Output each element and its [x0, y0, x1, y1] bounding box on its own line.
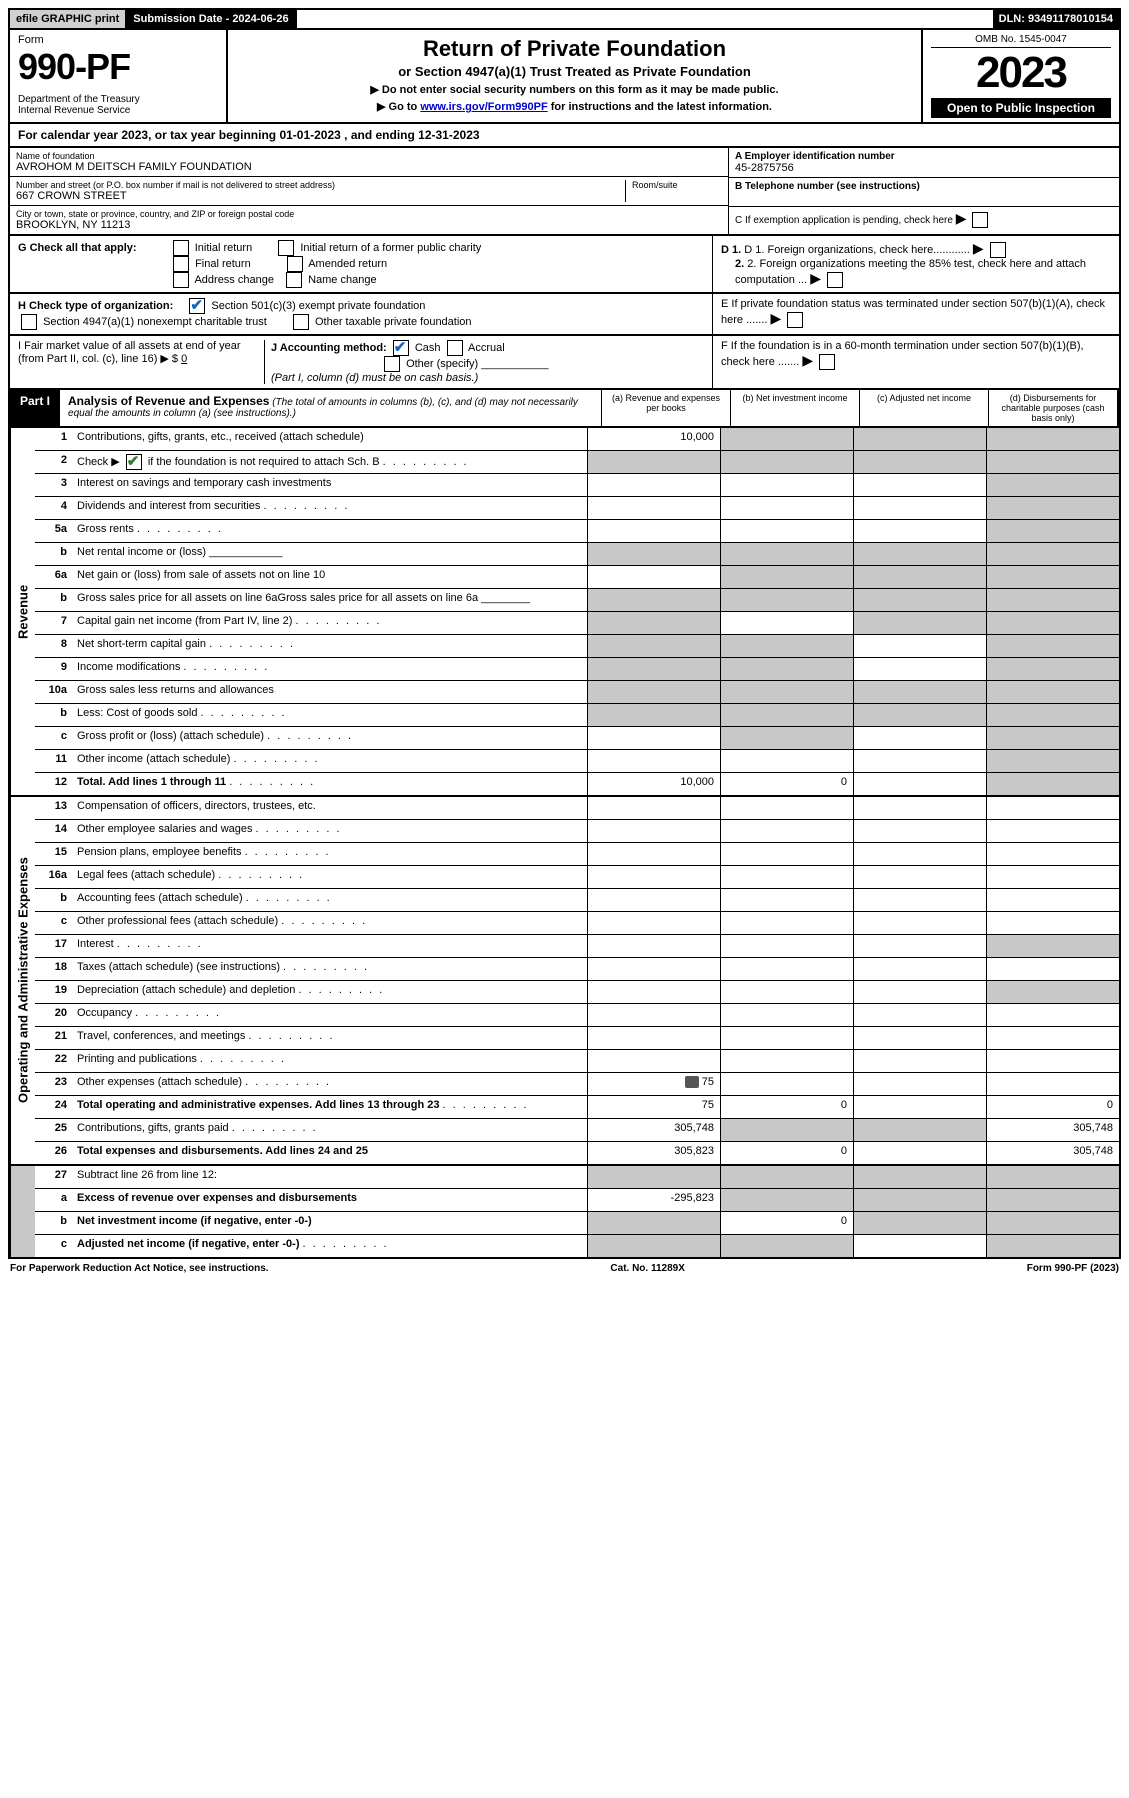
expenses-side-label: Operating and Administrative Expenses [10, 797, 35, 1164]
chk-address-change[interactable] [173, 272, 189, 288]
chk-initial-return[interactable] [173, 240, 189, 256]
chk-sch-b[interactable] [126, 454, 142, 470]
open-public-badge: Open to Public Inspection [931, 98, 1111, 118]
chk-d1[interactable] [990, 242, 1006, 258]
f-label: F If the foundation is in a 60-month ter… [721, 340, 1084, 368]
instr-2: ▶ Go to www.irs.gov/Form990PF for instru… [238, 100, 911, 113]
chk-final-return[interactable] [173, 256, 189, 272]
attachment-icon[interactable] [685, 1076, 699, 1088]
chk-initial-former[interactable] [278, 240, 294, 256]
d1-foreign-orgs: D 1. D 1. Foreign organizations, check h… [721, 240, 1111, 258]
j-note: (Part I, column (d) must be on cash basi… [271, 372, 478, 384]
h-label: H Check type of organization: [18, 300, 173, 312]
col-a-header: (a) Revenue and expenses per books [601, 390, 730, 426]
ein-label: A Employer identification number [735, 151, 895, 162]
efile-print-button[interactable]: efile GRAPHIC print [10, 10, 127, 28]
col-c-header: (c) Adjusted net income [859, 390, 988, 426]
form-title: Return of Private Foundation [238, 36, 911, 62]
i-label: I Fair market value of all assets at end… [18, 340, 241, 365]
chk-cash[interactable] [393, 340, 409, 356]
chk-other-taxable[interactable] [293, 314, 309, 330]
omb-number: OMB No. 1545-0047 [931, 34, 1111, 48]
part1-header: Part I Analysis of Revenue and Expenses … [8, 390, 1121, 428]
col-b-header: (b) Net investment income [730, 390, 859, 426]
dln: DLN: 93491178010154 [993, 10, 1119, 28]
chk-d2[interactable] [827, 272, 843, 288]
exemption-pending-label: C If exemption application is pending, c… [735, 215, 953, 226]
city-state-zip: BROOKLYN, NY 11213 [16, 219, 722, 231]
revenue-side-label: Revenue [10, 428, 35, 795]
submission-date: Submission Date - 2024-06-26 [127, 10, 296, 28]
form-number: 990-PF [18, 46, 218, 88]
foundation-name: AVROHOM M DEITSCH FAMILY FOUNDATION [16, 161, 722, 173]
form-subtitle: or Section 4947(a)(1) Trust Treated as P… [238, 64, 911, 79]
instr-1: ▶ Do not enter social security numbers o… [238, 83, 911, 96]
addr-label: Number and street (or P.O. box number if… [16, 180, 619, 190]
chk-e[interactable] [787, 312, 803, 328]
form-label: Form [18, 34, 218, 46]
phone-label: B Telephone number (see instructions) [735, 181, 920, 192]
paperwork-notice: For Paperwork Reduction Act Notice, see … [10, 1263, 269, 1274]
cat-no: Cat. No. 11289X [610, 1263, 684, 1274]
page-footer: For Paperwork Reduction Act Notice, see … [8, 1259, 1121, 1278]
g-label: G Check all that apply: [18, 242, 137, 254]
room-label: Room/suite [632, 180, 722, 190]
chk-amended[interactable] [287, 256, 303, 272]
section-g-d: G Check all that apply: Initial return I… [8, 236, 1121, 294]
dept-treasury: Department of the Treasury Internal Reve… [18, 94, 218, 116]
j-label: J Accounting method: [271, 342, 387, 354]
form-footer: Form 990-PF (2023) [1027, 1263, 1119, 1274]
chk-4947[interactable] [21, 314, 37, 330]
d2-85pct: 2. 2. Foreign organizations meeting the … [735, 258, 1111, 288]
name-label: Name of foundation [16, 151, 722, 161]
section-h-e: H Check type of organization: Section 50… [8, 294, 1121, 336]
ein-value: 45-2875756 [735, 162, 1113, 174]
tax-year: 2023 [931, 48, 1111, 98]
top-bar: efile GRAPHIC print Submission Date - 20… [8, 8, 1121, 30]
i-value: 0 [181, 353, 187, 365]
chk-f[interactable] [819, 354, 835, 370]
part1-label: Part I [10, 390, 60, 426]
chk-other-method[interactable] [384, 356, 400, 372]
form-header: Form 990-PF Department of the Treasury I… [8, 30, 1121, 124]
revenue-section: Revenue 1Contributions, gifts, grants, e… [8, 428, 1121, 797]
chk-accrual[interactable] [447, 340, 463, 356]
exemption-checkbox[interactable] [972, 212, 988, 228]
irs-link[interactable]: www.irs.gov/Form990PF [420, 101, 547, 113]
col-d-header: (d) Disbursements for charitable purpose… [988, 390, 1117, 426]
identification-block: Name of foundation AVROHOM M DEITSCH FAM… [8, 148, 1121, 236]
expenses-section: Operating and Administrative Expenses 13… [8, 797, 1121, 1166]
part1-title: Analysis of Revenue and Expenses [68, 394, 269, 408]
street-address: 667 CROWN STREET [16, 190, 619, 202]
city-label: City or town, state or province, country… [16, 209, 722, 219]
calendar-year-line: For calendar year 2023, or tax year begi… [8, 124, 1121, 148]
line27-section: 27Subtract line 26 from line 12: aExcess… [8, 1166, 1121, 1259]
chk-name-change[interactable] [286, 272, 302, 288]
section-i-j-f: I Fair market value of all assets at end… [8, 336, 1121, 390]
chk-501c3[interactable] [189, 298, 205, 314]
